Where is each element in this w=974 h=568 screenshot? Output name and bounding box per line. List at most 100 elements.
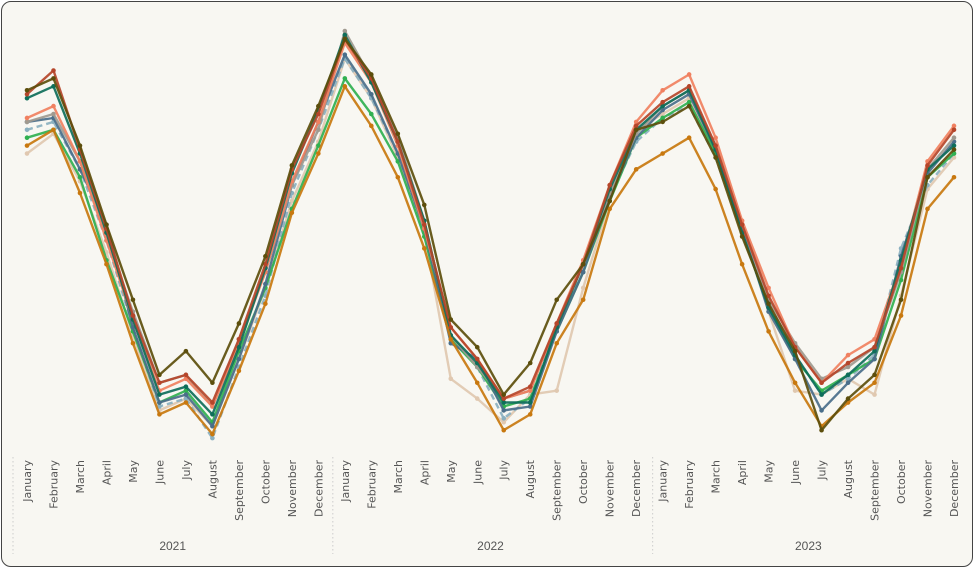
series-10-point: [236, 321, 242, 326]
series-10-point: [792, 348, 798, 354]
series-9-point: [342, 84, 348, 89]
series-6-point: [633, 119, 639, 125]
series-4-point: [369, 91, 374, 97]
series-3-point: [77, 174, 83, 180]
series-10-point: [819, 427, 824, 433]
series-10-point: [130, 297, 136, 303]
series-7-point: [845, 372, 851, 378]
x-tick-label: January: [21, 460, 34, 503]
series-10-point: [342, 36, 348, 42]
x-tick-label: February: [47, 460, 60, 509]
series-8-point: [51, 68, 56, 73]
series-1-point: [289, 198, 295, 204]
series-8-point: [130, 313, 136, 318]
series-10-point: [766, 301, 771, 307]
series-2-point: [501, 416, 507, 421]
series-9-point: [527, 412, 533, 417]
series-7-point: [660, 103, 665, 109]
series-9-point: [766, 329, 771, 334]
x-tick-label: March: [710, 460, 723, 494]
series-2-point: [845, 376, 851, 382]
series-7-point: [236, 344, 242, 350]
x-tick-label: June: [471, 460, 484, 485]
series-6-point: [686, 72, 692, 77]
series-6-point: [951, 123, 957, 129]
series-3-point: [24, 135, 30, 141]
series-10-point: [872, 372, 877, 378]
x-tick-label: September: [869, 460, 882, 521]
series-5-point: [951, 135, 957, 141]
series-9-point: [686, 135, 692, 141]
series-line-10: [26, 37, 955, 432]
x-tick-label: September: [233, 460, 246, 521]
series-8-point: [157, 380, 162, 386]
series-2-point: [24, 127, 30, 133]
series-7-point: [819, 392, 824, 397]
series-7-point: [24, 95, 30, 101]
x-tick-label: December: [948, 460, 961, 518]
series-4-point: [236, 356, 242, 362]
series-line-6: [26, 41, 955, 408]
series-4-point: [210, 423, 215, 429]
x-tick-label: August: [842, 459, 855, 498]
series-10-point: [448, 317, 454, 322]
series-9-point: [104, 261, 109, 267]
series-5-point: [845, 364, 851, 370]
x-tick-label: June: [153, 460, 166, 485]
x-tick-label: October: [577, 460, 590, 504]
series-4-point: [501, 408, 507, 413]
series-8-point: [24, 91, 30, 97]
series-10-point: [421, 202, 427, 208]
x-tick-label: March: [392, 460, 405, 494]
series-7-point: [872, 348, 877, 354]
series-4-point: [527, 404, 533, 409]
series-10-point: [501, 392, 507, 397]
x-tick-label: May: [127, 460, 140, 483]
series-9-point: [633, 167, 639, 172]
series-10-point: [713, 155, 718, 160]
series-8-point: [872, 344, 877, 350]
series-7-point: [210, 412, 215, 417]
x-tick-label: September: [551, 460, 564, 521]
series-line-8: [26, 37, 955, 404]
x-tick-label: February: [683, 460, 696, 509]
series-9-point: [395, 174, 401, 180]
series-4-point: [183, 392, 189, 397]
series-7-point: [183, 384, 189, 390]
series-8-point: [819, 380, 824, 386]
series-9-point: [130, 340, 136, 346]
series-10-point: [77, 143, 83, 148]
series-10-point: [554, 297, 560, 303]
x-tick-label: October: [259, 460, 272, 504]
series-1-point: [792, 388, 798, 393]
series-10-point: [845, 396, 851, 401]
series-10-point: [369, 72, 374, 77]
series-9-point: [448, 336, 454, 342]
series-10-point: [660, 119, 665, 125]
series-8-point: [951, 127, 957, 133]
series-9-point: [24, 143, 30, 148]
series-3-point: [686, 99, 692, 105]
series-10-point: [527, 360, 533, 366]
series-10-point: [474, 344, 480, 350]
x-tick-label: April: [100, 460, 113, 485]
series-1-point: [24, 151, 30, 156]
x-tick-label: July: [816, 460, 829, 481]
x-tick-label: March: [74, 460, 87, 494]
series-7-point: [342, 32, 348, 38]
x-tick-label: November: [286, 460, 299, 518]
series-6-point: [316, 119, 321, 125]
x-tick-label: December: [630, 460, 643, 518]
series-8-point: [686, 84, 692, 89]
x-tick-label: July: [180, 460, 193, 481]
x-tick-label: April: [736, 460, 749, 485]
series-4-point: [157, 400, 162, 405]
x-tick-label: July: [498, 460, 511, 481]
series-8-point: [898, 265, 904, 271]
series-line-9: [26, 85, 955, 436]
series-10-point: [210, 380, 215, 386]
series-10-point: [633, 127, 639, 133]
series-6-point: [210, 404, 215, 409]
series-6-point: [713, 135, 718, 141]
series-4-point: [845, 380, 851, 386]
